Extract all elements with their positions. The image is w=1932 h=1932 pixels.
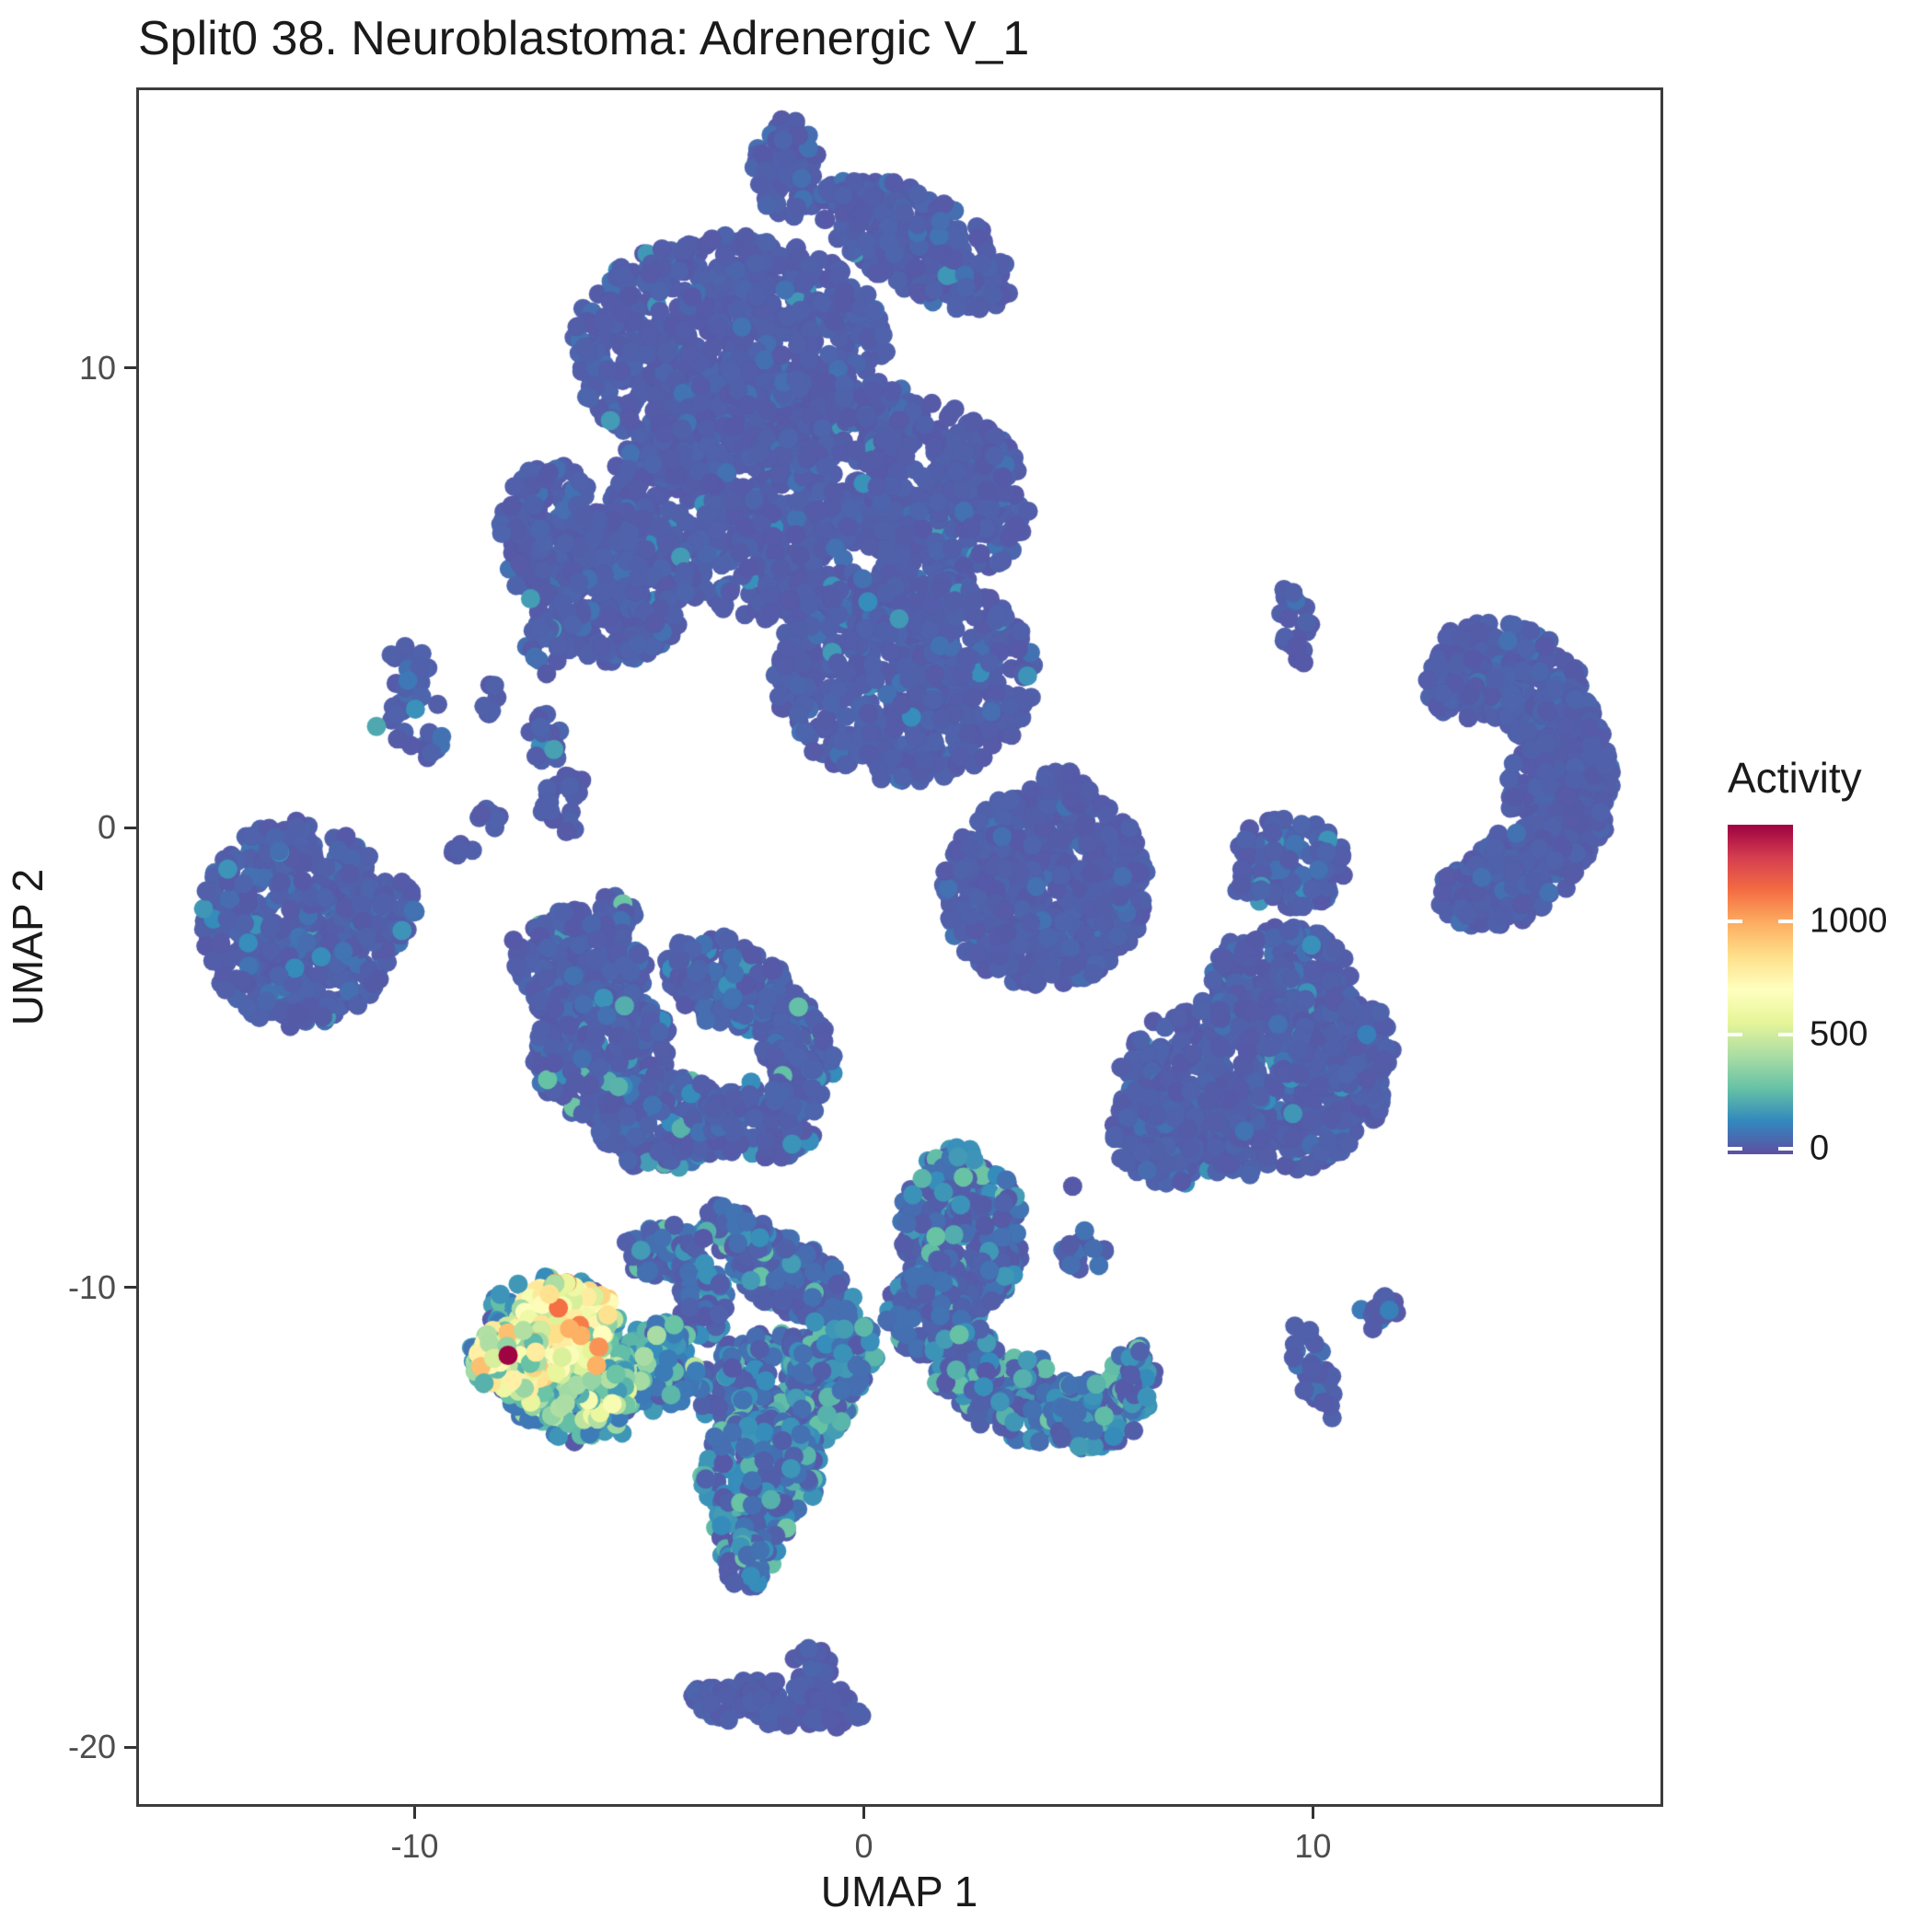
y-tick-mark <box>124 366 136 370</box>
legend-tick-mark <box>1778 919 1793 923</box>
activity-legend: Activity 1000 500 0 <box>1728 753 1932 1167</box>
legend-tick-label: 1000 <box>1810 901 1888 941</box>
legend-tick-mark <box>1728 1033 1742 1037</box>
x-tick-mark <box>862 1807 865 1819</box>
x-axis-title: UMAP 1 <box>820 1868 978 1915</box>
y-axis-title: UMAP 2 <box>4 868 52 1026</box>
x-tick-mark <box>1311 1807 1314 1819</box>
legend-tick-mark <box>1728 919 1742 923</box>
legend-tick-mark <box>1728 1146 1742 1151</box>
y-tick-label: -10 <box>67 1267 116 1306</box>
x-tick-label: 10 <box>1294 1827 1332 1865</box>
x-tick-mark <box>413 1807 417 1819</box>
legend-tick-mark <box>1778 1033 1793 1037</box>
plot-title: Split0 38. Neuroblastoma: Adrenergic V_1 <box>138 12 1030 65</box>
y-tick-label: 10 <box>78 348 116 387</box>
y-tick-mark <box>124 1286 136 1290</box>
x-tick-label: -10 <box>390 1827 439 1865</box>
legend-title: Activity <box>1728 754 1862 802</box>
y-tick-label: 0 <box>97 808 116 847</box>
y-tick-mark <box>124 826 136 829</box>
y-tick-label: -20 <box>67 1728 116 1766</box>
legend-tick-label: 500 <box>1810 1014 1868 1054</box>
y-tick-mark <box>124 1745 136 1749</box>
legend-tick-mark <box>1778 1146 1793 1151</box>
legend-colorbar: 1000 500 0 <box>1728 825 1888 1167</box>
legend-tick-label: 0 <box>1810 1128 1830 1168</box>
x-tick-label: 0 <box>854 1827 873 1865</box>
umap-scatter-canvas <box>136 87 1663 1807</box>
